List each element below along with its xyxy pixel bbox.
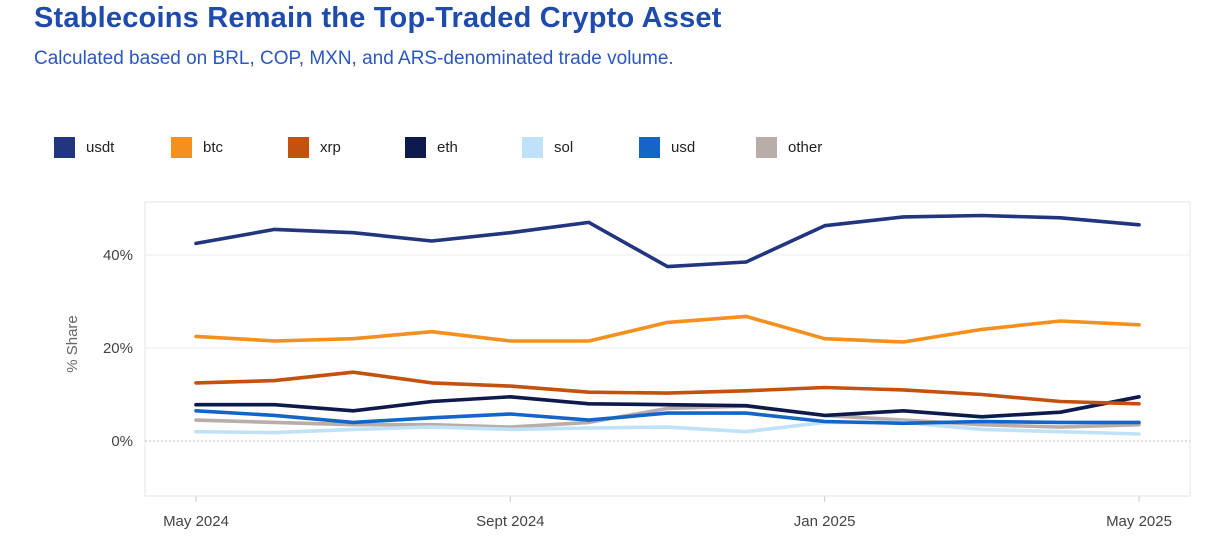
legend-swatch-usdt bbox=[54, 136, 75, 158]
series-line-usdt bbox=[194, 213, 1141, 269]
x-tick-label: Jan 2025 bbox=[794, 513, 856, 530]
legend-label-other: other bbox=[788, 138, 823, 156]
legend-swatch-eth bbox=[405, 136, 426, 158]
x-tick-label: May 2024 bbox=[163, 513, 229, 530]
y-tick-label: 40% bbox=[103, 247, 133, 264]
legend-swatch-usd bbox=[639, 136, 660, 158]
legend-item-eth: eth bbox=[405, 135, 458, 159]
legend-item-other: other bbox=[756, 135, 822, 159]
y-axis-title: % Share bbox=[64, 315, 81, 373]
legend-swatch-sol bbox=[522, 136, 543, 158]
legend-item-usdt: usdt bbox=[54, 135, 114, 159]
x-tick-label: Sept 2024 bbox=[476, 513, 544, 530]
x-tick-label: May 2025 bbox=[1106, 513, 1172, 530]
series-line-usd bbox=[194, 408, 1141, 426]
legend-label-btc: btc bbox=[203, 138, 224, 156]
chart-subtitle: Calculated based on BRL, COP, MXN, and A… bbox=[34, 48, 674, 69]
series-line-eth bbox=[194, 394, 1141, 419]
legend-label-eth: eth bbox=[437, 138, 458, 156]
y-tick-label: 0% bbox=[111, 433, 133, 450]
series-line-btc bbox=[194, 314, 1141, 344]
legend-label-usd: usd bbox=[671, 138, 696, 156]
legend-label-usdt: usdt bbox=[86, 138, 115, 156]
plot-frame bbox=[144, 201, 1191, 497]
legend-item-btc: btc bbox=[171, 135, 223, 159]
legend-swatch-xrp bbox=[288, 136, 309, 158]
series-line-xrp bbox=[194, 370, 1141, 406]
legend-label-xrp: xrp bbox=[320, 138, 341, 156]
legend-swatch-btc bbox=[171, 136, 192, 158]
chart-title: Stablecoins Remain the Top-Traded Crypto… bbox=[34, 2, 722, 34]
legend-item-usd: usd bbox=[639, 135, 695, 159]
y-tick-label: 20% bbox=[103, 340, 133, 357]
series-line-other bbox=[194, 404, 1141, 429]
legend-item-xrp: xrp bbox=[288, 135, 341, 159]
legend-swatch-other bbox=[756, 136, 777, 158]
legend-label-sol: sol bbox=[554, 138, 574, 156]
legend-item-sol: sol bbox=[522, 135, 573, 159]
series-line-sol bbox=[194, 420, 1141, 436]
